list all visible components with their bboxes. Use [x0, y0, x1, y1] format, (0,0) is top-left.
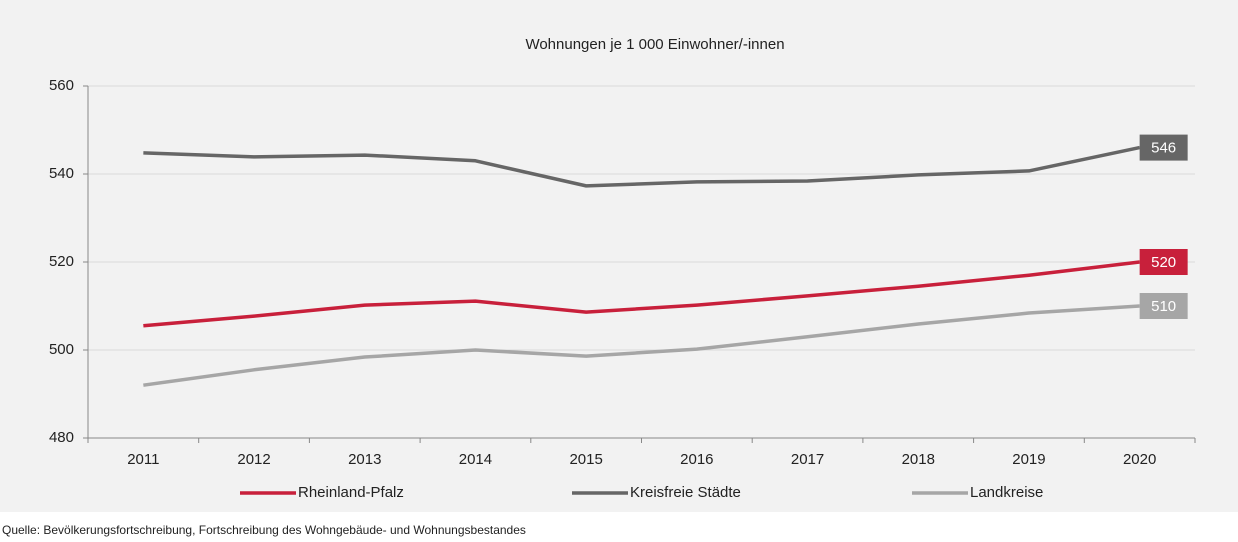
chart-title: Wohnungen je 1 000 Einwohner/-innen — [525, 36, 784, 53]
source-note: Quelle: Bevölkerungsfortschreibung, Fort… — [2, 523, 526, 537]
x-tick-label: 2012 — [237, 451, 270, 468]
x-tick-label: 2018 — [902, 451, 935, 468]
end-label: 510 — [1139, 293, 1188, 319]
y-tick-label: 520 — [49, 253, 74, 270]
series-line — [143, 260, 1140, 328]
x-tick-label: 2017 — [791, 451, 824, 468]
legend-label: Landkreise — [970, 484, 1043, 501]
series-line — [143, 145, 1141, 188]
end-label-text: 546 — [1151, 140, 1176, 157]
legend-label: Kreisfreie Städte — [630, 484, 741, 501]
y-tick-label: 560 — [49, 77, 74, 94]
y-tick-label: 540 — [49, 165, 74, 182]
end-label-box — [1139, 249, 1188, 275]
chart-background — [0, 0, 1238, 512]
legend-label: Rheinland-Pfalz — [298, 484, 404, 501]
x-tick-label: 2020 — [1123, 451, 1156, 468]
end-label-box — [1139, 134, 1188, 161]
x-tick-label: 2016 — [680, 451, 713, 468]
x-tick-label: 2013 — [348, 451, 381, 468]
x-tick-label: 2015 — [569, 451, 602, 468]
end-label-text: 510 — [1151, 298, 1176, 315]
end-label-text: 520 — [1151, 254, 1176, 271]
end-label: 520 — [1139, 249, 1188, 275]
end-label-box — [1139, 293, 1188, 319]
series-line — [143, 304, 1140, 387]
end-label: 546 — [1139, 134, 1188, 161]
x-tick-label: 2019 — [1012, 451, 1045, 468]
x-tick-label: 2011 — [127, 451, 159, 468]
x-tick-label: 2014 — [459, 451, 492, 468]
y-tick-label: 480 — [49, 429, 74, 446]
y-tick-label: 500 — [49, 341, 74, 358]
